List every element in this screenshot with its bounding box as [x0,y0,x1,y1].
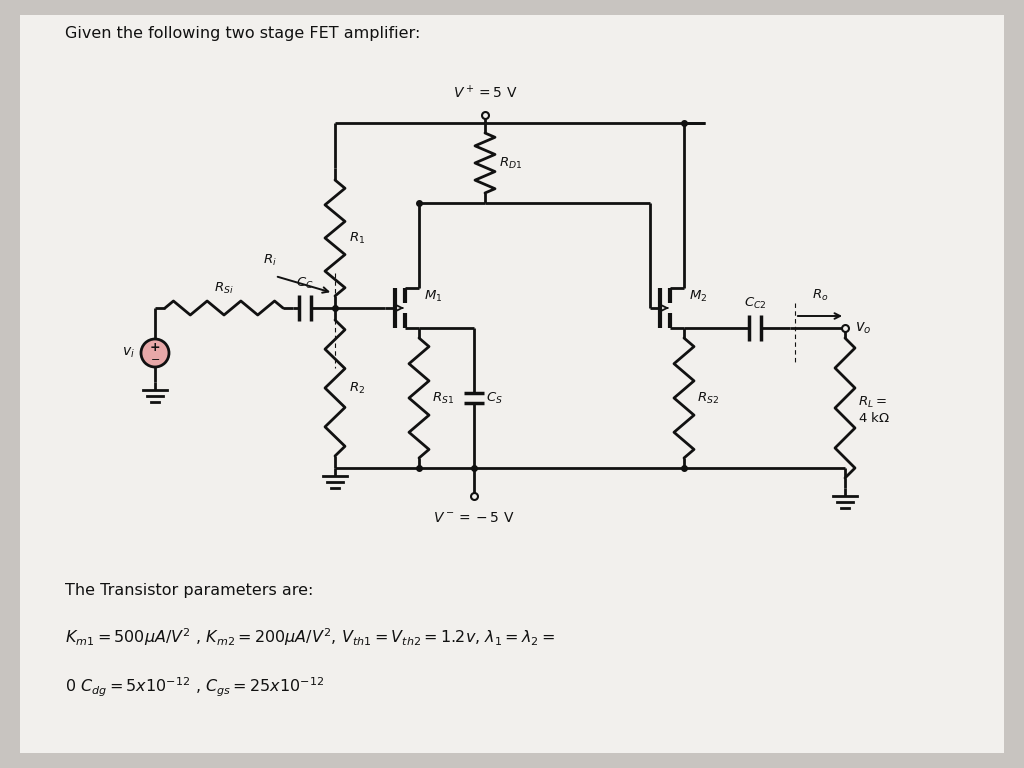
Text: $v_o$: $v_o$ [855,320,871,336]
Text: The Transistor parameters are:: The Transistor parameters are: [65,583,313,598]
Text: $C_S$: $C_S$ [486,390,503,406]
Text: $R_L=$: $R_L=$ [858,395,887,409]
Text: $R_{Si}$: $R_{Si}$ [214,281,233,296]
Text: $4$ k$\Omega$: $4$ k$\Omega$ [858,411,890,425]
Text: $-$: $-$ [150,353,160,363]
Text: Given the following two stage FET amplifier:: Given the following two stage FET amplif… [65,26,421,41]
Text: +: + [150,341,161,354]
Text: $R_2$: $R_2$ [349,380,366,396]
Text: $R_1$: $R_1$ [349,230,366,246]
Circle shape [141,339,169,367]
Text: $M_2$: $M_2$ [689,289,708,304]
Text: $C_C$: $C_C$ [296,276,313,291]
Text: $K_{m1} = 500\mu A/V^2$ , $K_{m2} = 200\mu A/V^2$, $V_{th1} = V_{th2} = 1.2v$, $: $K_{m1} = 500\mu A/V^2$ , $K_{m2} = 200\… [65,626,555,647]
Text: $R_o$: $R_o$ [812,288,828,303]
Text: $R_{S1}$: $R_{S1}$ [432,390,454,406]
Text: $R_{S2}$: $R_{S2}$ [697,390,719,406]
Text: $0$ $C_{dg} = 5x10^{-12}$ , $C_{gs} = 25x10^{-12}$: $0$ $C_{dg} = 5x10^{-12}$ , $C_{gs} = 25… [65,676,325,700]
Text: $v_i$: $v_i$ [122,346,135,360]
Text: $M_1$: $M_1$ [424,289,442,304]
Text: $V^+=5$ V: $V^+=5$ V [453,84,517,101]
Text: $R_i$: $R_i$ [263,253,276,268]
Text: $C_{C2}$: $C_{C2}$ [743,296,766,311]
Text: $R_{D1}$: $R_{D1}$ [499,155,522,170]
Text: $V^-=-5$ V: $V^-=-5$ V [433,511,515,525]
